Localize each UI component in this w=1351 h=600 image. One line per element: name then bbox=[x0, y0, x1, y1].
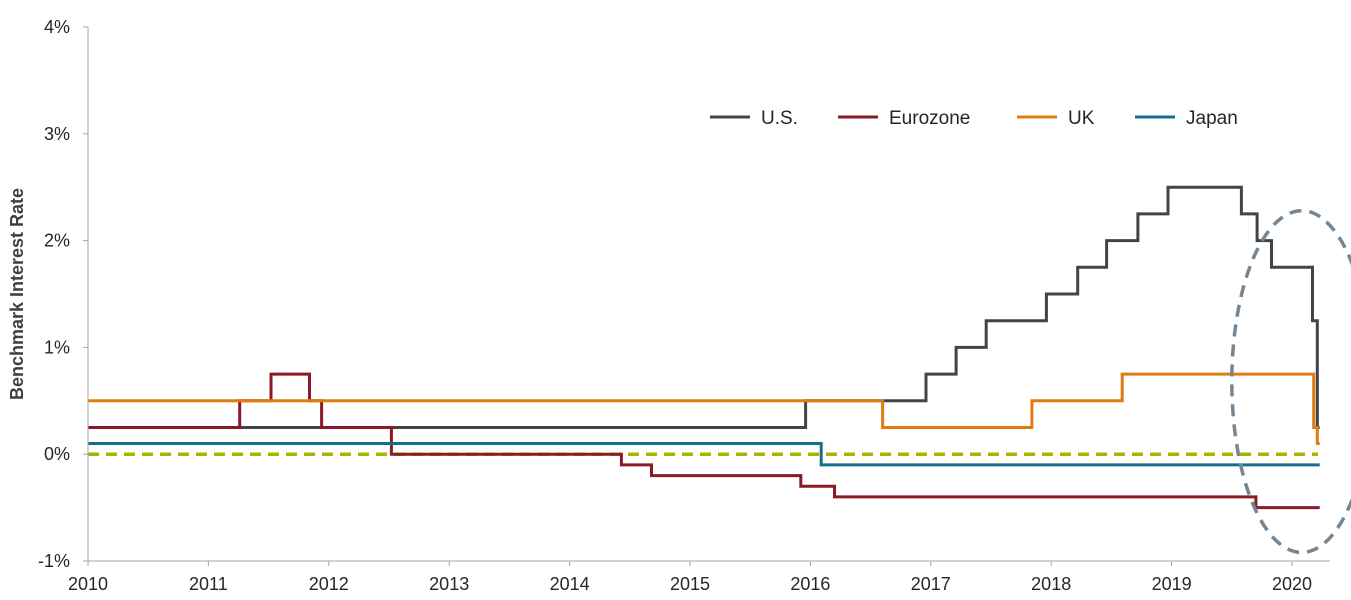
x-tick-label: 2011 bbox=[189, 574, 228, 594]
x-tick-label: 2016 bbox=[790, 574, 830, 594]
legend-label: UK bbox=[1068, 108, 1095, 129]
x-tick-label: 2017 bbox=[911, 574, 951, 594]
x-tick-label: 2014 bbox=[550, 574, 590, 594]
legend-label: U.S. bbox=[761, 108, 798, 129]
legend-label: Japan bbox=[1186, 108, 1238, 129]
y-tick-label: 2% bbox=[44, 231, 70, 251]
series-line-eurozone bbox=[88, 372, 1320, 510]
y-tick-label: 0% bbox=[44, 444, 70, 464]
y-tick-label: 1% bbox=[44, 337, 70, 357]
y-tick-label: 3% bbox=[44, 124, 70, 144]
series-line-uk bbox=[88, 372, 1320, 445]
x-tick-label: 2015 bbox=[670, 574, 710, 594]
x-tick-label: 2019 bbox=[1152, 574, 1192, 594]
axes: -1% 0% 1% 2% 3% 4% 2010 2011 2012 2013 2014 2015 201… bbox=[38, 17, 1330, 594]
y-tick-label: -1% bbox=[38, 551, 70, 571]
x-tick-label: 2013 bbox=[429, 574, 469, 594]
legend-label: Eurozone bbox=[889, 108, 970, 129]
y-axis-label: Benchmark Interest Rate bbox=[7, 188, 27, 400]
y-tick-label: 4% bbox=[44, 17, 70, 37]
x-tick-label: 2010 bbox=[68, 574, 108, 594]
highlight-ellipse bbox=[1230, 208, 1351, 555]
series-line-u-s bbox=[88, 185, 1320, 429]
x-tick-label: 2020 bbox=[1272, 574, 1312, 594]
legend: U.S. Eurozone UK Japan bbox=[710, 108, 1238, 129]
x-tick-label: 2018 bbox=[1031, 574, 1071, 594]
series-lines bbox=[88, 185, 1351, 555]
series-line-japan bbox=[88, 442, 1320, 467]
x-tick-label: 2012 bbox=[309, 574, 349, 594]
